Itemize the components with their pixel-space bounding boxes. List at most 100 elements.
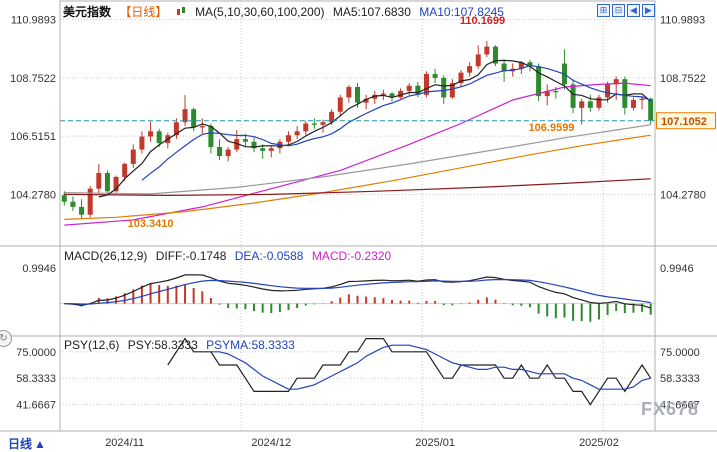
candle-body	[208, 126, 214, 147]
timeframe-selector[interactable]: 日线 ▲	[8, 435, 48, 452]
candle-body	[355, 87, 360, 103]
psy-pane-header: PSY(12,6) PSY:58.3333 PSYMA:58.3333	[64, 338, 300, 352]
candlestick-icon[interactable]	[176, 6, 187, 20]
ma5-value: MA5:107.6830	[332, 5, 411, 19]
price-annotation: 106.9599	[529, 122, 575, 134]
y-axis-label-right: 110.9893	[660, 15, 705, 27]
candle-body	[251, 141, 257, 149]
candle-body	[139, 136, 145, 150]
candle-body	[423, 73, 429, 95]
macd-pane-header: MACD(26,12,9) DIFF:-0.1748 DEA:-0.0588 M…	[64, 249, 396, 263]
refresh-icon[interactable]: ↻	[0, 330, 12, 347]
candle-body	[87, 188, 93, 215]
scroll-left-icon[interactable]: ◀	[627, 4, 640, 17]
x-axis-label: 2024/11	[105, 437, 144, 449]
candle-body	[622, 79, 628, 108]
psy-axis-label-right: 75.0000	[660, 347, 700, 359]
candle-body	[130, 149, 136, 164]
macd-diff-line	[64, 274, 651, 309]
candle-body	[630, 100, 636, 108]
ma-line-MA200	[64, 178, 651, 197]
candle-body	[191, 109, 197, 128]
psy-axis-label-left: 41.6667	[16, 400, 56, 412]
candle-body	[217, 146, 223, 157]
candle-body	[492, 46, 498, 64]
macd-axis-label-right: 0.9946	[660, 263, 694, 275]
candle-body	[286, 135, 292, 142]
candle-body	[475, 54, 481, 67]
candle-body	[148, 131, 154, 137]
candle-body	[553, 90, 559, 93]
ma-line-MA60	[64, 124, 651, 195]
chart-toolbar: ⊞ ⊟ ◀ ▶	[597, 4, 655, 17]
candle-body	[648, 98, 654, 121]
candle-body	[156, 131, 162, 144]
candle-body	[372, 94, 378, 99]
x-axis-label: 2025/02	[579, 437, 619, 449]
ma-line-MA5	[98, 59, 652, 198]
psy-axis-label-left: 58.3333	[16, 373, 56, 385]
price-pane-header: 美元指数 【日线】 MA(5,10,30,60,100,200) MA5:107…	[63, 5, 509, 20]
candle-body	[337, 97, 343, 112]
candle-body	[579, 101, 585, 108]
macd-diff-value: DIFF:-0.1748	[155, 249, 227, 263]
candle-body	[596, 97, 602, 108]
candle-body	[587, 101, 593, 108]
candle-body	[536, 66, 542, 97]
price-annotation: 103.3410	[128, 218, 174, 230]
x-axis-label: 2025/01	[415, 437, 455, 449]
candle-body	[225, 149, 231, 157]
macd-axis-label-left: 0.9946	[22, 263, 56, 275]
candle-body	[441, 77, 447, 98]
symbol-name: 美元指数	[63, 5, 112, 19]
candle-body	[467, 66, 473, 73]
candle-body	[173, 122, 179, 136]
candle-body	[458, 72, 464, 84]
candle-body	[449, 83, 455, 98]
candle-body	[380, 93, 386, 95]
scroll-right-icon[interactable]: ▶	[642, 4, 655, 17]
psy-line	[167, 337, 652, 406]
y-axis-label-left: 104.2780	[10, 189, 56, 201]
x-axis-label: 2024/12	[251, 437, 291, 449]
ma10-value: MA10:107.8245	[419, 5, 504, 19]
candle-body	[294, 131, 300, 136]
ma-line-MA100	[64, 134, 651, 220]
last-price-tag	[656, 112, 716, 130]
candle-body	[79, 206, 85, 215]
candle-body	[70, 201, 76, 207]
y-axis-label-left: 106.5151	[10, 131, 56, 143]
candle-body	[122, 163, 128, 177]
candle-body	[389, 93, 395, 98]
psy-value: PSY:58.3333	[127, 338, 198, 352]
candle-body	[311, 123, 317, 125]
last-price-label: 107.1052	[661, 116, 707, 128]
candle-body	[260, 148, 266, 151]
candle-body	[113, 176, 119, 192]
zoom-out-icon[interactable]: ⊟	[612, 4, 625, 17]
candle-body	[303, 123, 309, 132]
candle-body	[398, 90, 404, 98]
candle-body	[61, 195, 67, 202]
candle-body	[320, 122, 326, 125]
chevron-up-icon: ▲	[34, 437, 46, 451]
psy-axis-label-right: 58.3333	[660, 373, 700, 385]
candle-body	[329, 111, 335, 123]
candle-body	[199, 126, 205, 128]
candle-body	[605, 84, 611, 98]
psy-axis-label-right: 41.6667	[660, 400, 700, 412]
candle-body	[406, 85, 412, 91]
zoom-in-icon[interactable]: ⊞	[597, 4, 610, 17]
y-axis-label-left: 110.9893	[11, 15, 56, 27]
ma-settings-label: MA(5,10,30,60,100,200)	[195, 5, 325, 19]
y-axis-label-right: 108.7522	[660, 73, 706, 85]
candle-body	[242, 139, 248, 142]
y-axis-label-left: 108.7522	[10, 73, 56, 85]
price-annotation: 110.1699	[460, 15, 505, 27]
macd-macd-value: MACD:-0.2320	[311, 249, 392, 263]
candle-body	[501, 63, 507, 72]
timeframe-label: 日线	[8, 437, 33, 451]
candle-body	[234, 139, 240, 150]
